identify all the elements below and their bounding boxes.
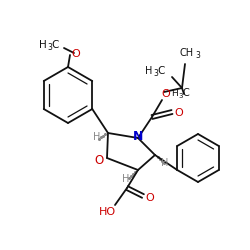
Text: H: H (93, 132, 101, 142)
Text: O: O (72, 49, 80, 59)
Text: H: H (172, 88, 178, 98)
Text: O: O (146, 193, 154, 203)
Text: H: H (145, 66, 153, 76)
Text: 3: 3 (179, 93, 183, 99)
Text: N: N (133, 130, 143, 143)
Text: HO: HO (98, 207, 116, 217)
Text: O: O (94, 154, 104, 166)
Text: C: C (182, 88, 190, 98)
Text: CH: CH (180, 48, 194, 58)
Text: H: H (39, 40, 47, 50)
Text: O: O (174, 108, 184, 118)
Text: C: C (51, 40, 59, 50)
Text: H: H (122, 174, 130, 184)
Text: H: H (161, 158, 169, 168)
Text: O: O (162, 89, 170, 99)
Text: C: C (157, 66, 165, 76)
Text: 3: 3 (48, 44, 52, 52)
Text: 3: 3 (154, 70, 158, 78)
Text: 3: 3 (196, 52, 200, 60)
